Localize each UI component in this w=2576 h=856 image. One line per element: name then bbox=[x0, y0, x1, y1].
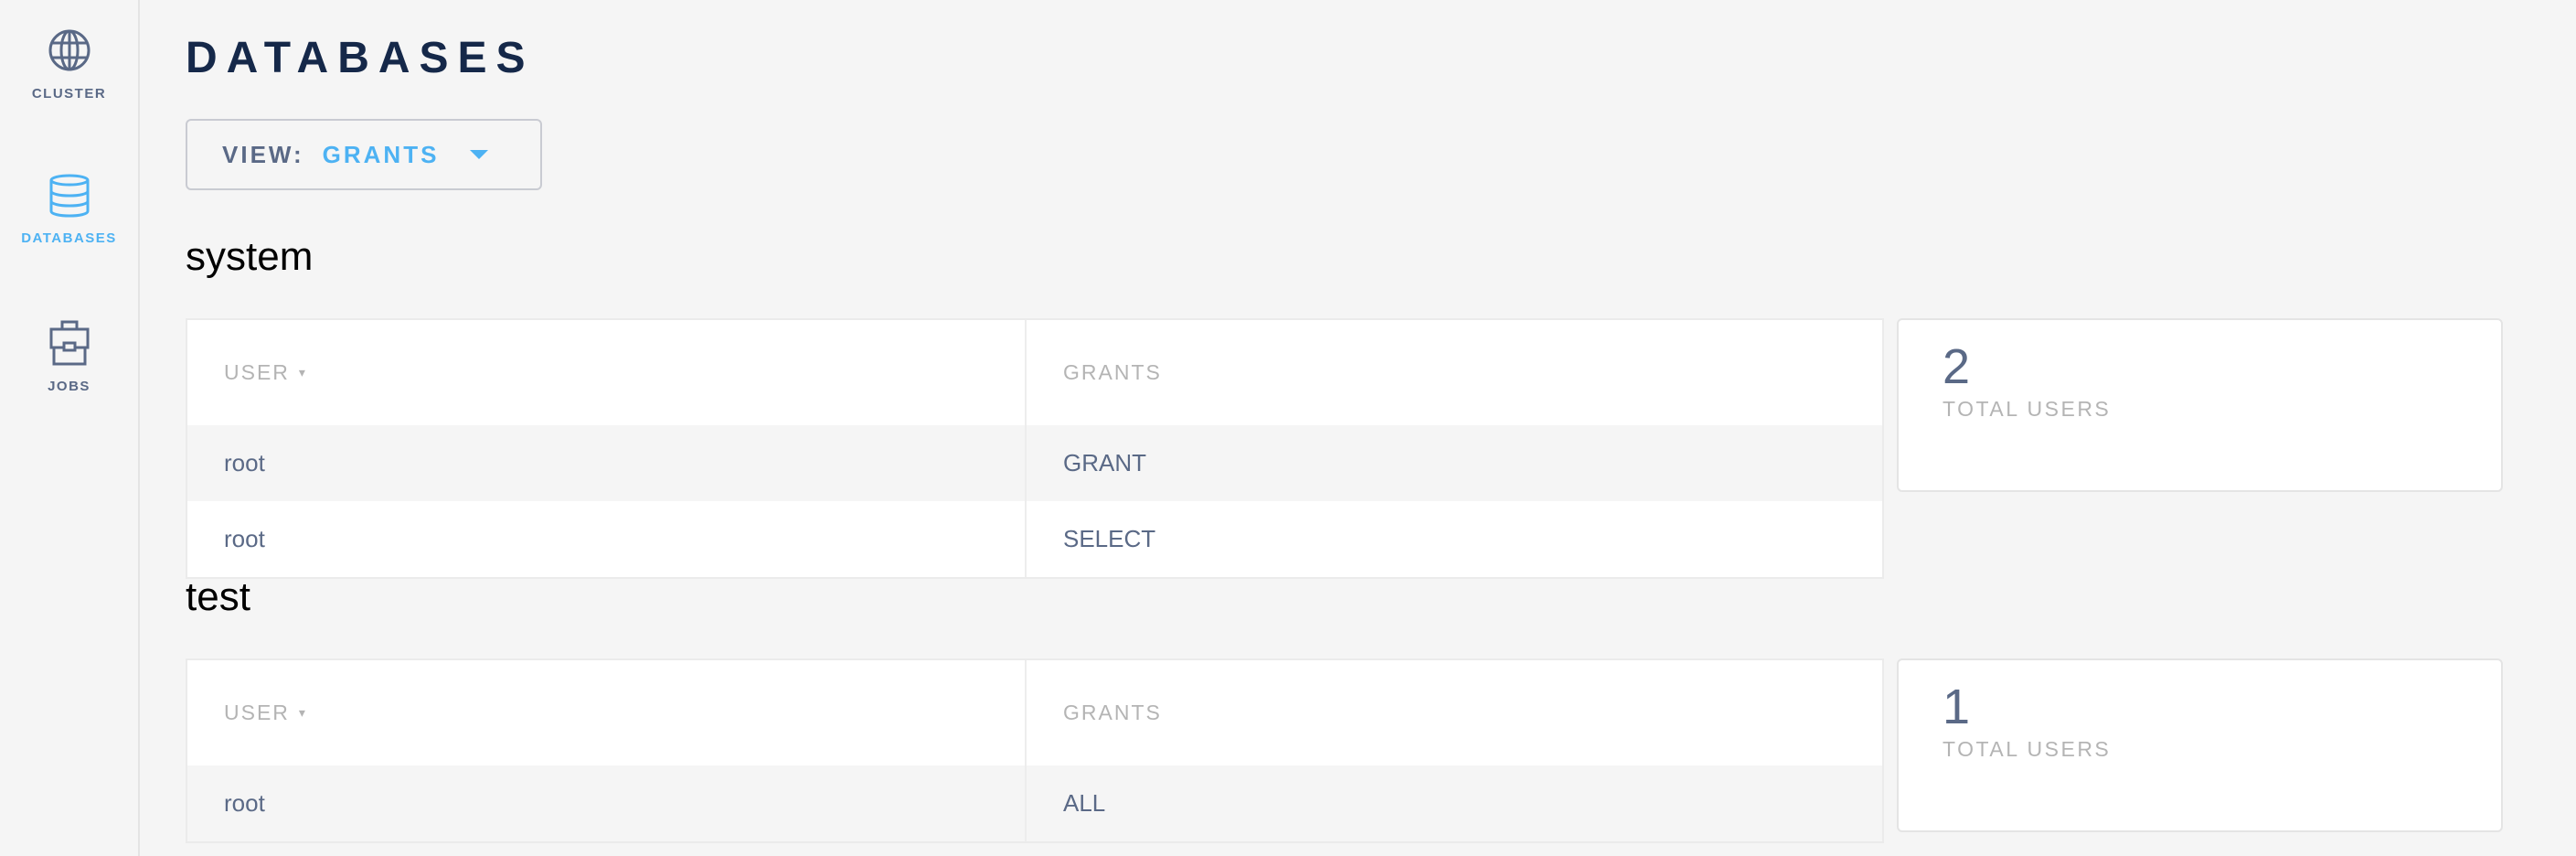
view-label: VIEW: bbox=[222, 140, 304, 168]
grants-table: USER ▾ GRANTS root GRANT root SELECT bbox=[186, 318, 1884, 579]
column-header-grants[interactable]: GRANTS bbox=[1063, 701, 1162, 724]
database-name: test bbox=[186, 574, 250, 619]
table-row: root SELECT bbox=[187, 501, 1882, 577]
view-dropdown[interactable]: VIEW: GRANTS bbox=[186, 119, 542, 190]
total-users-card: 1 TOTAL USERS bbox=[1897, 658, 2503, 832]
table-row: root GRANT bbox=[187, 425, 1882, 501]
column-header-user[interactable]: USER ▾ bbox=[187, 660, 1027, 765]
total-users-label: TOTAL USERS bbox=[1943, 737, 2112, 761]
column-label: USER bbox=[224, 360, 290, 384]
table-header: USER ▾ GRANTS bbox=[187, 320, 1882, 425]
column-header-user[interactable]: USER ▾ bbox=[187, 320, 1027, 425]
sort-down-icon: ▾ bbox=[298, 705, 307, 720]
column-header-grants[interactable]: GRANTS bbox=[1063, 360, 1162, 384]
sort-down-icon: ▾ bbox=[298, 365, 307, 380]
column-label: USER bbox=[224, 701, 290, 724]
database-name: system bbox=[186, 234, 314, 279]
sidebar-item-jobs[interactable]: JOBS bbox=[0, 320, 138, 394]
table-header: USER ▾ GRANTS bbox=[187, 660, 1882, 765]
total-users-count: 2 bbox=[1943, 339, 1971, 394]
user-cell: root bbox=[187, 765, 1027, 841]
sidebar-item-label: JOBS bbox=[48, 379, 90, 394]
user-cell: root bbox=[187, 425, 1027, 501]
database-icon bbox=[49, 174, 89, 218]
user-cell: root bbox=[187, 501, 1027, 577]
total-users-count: 1 bbox=[1943, 679, 1971, 734]
sidebar-item-label: CLUSTER bbox=[31, 86, 107, 102]
grant-cell: SELECT bbox=[1063, 525, 1156, 552]
grants-table: USER ▾ GRANTS root ALL bbox=[186, 658, 1884, 843]
caret-down-icon bbox=[470, 150, 489, 159]
sidebar-item-label: DATABASES bbox=[21, 230, 117, 246]
briefcase-icon bbox=[49, 320, 89, 366]
page-title: DATABASES bbox=[186, 34, 535, 82]
sidebar: CLUSTER DATABASES JOBS bbox=[0, 0, 140, 856]
table-row: root ALL bbox=[187, 765, 1882, 841]
total-users-card: 2 TOTAL USERS bbox=[1897, 318, 2503, 492]
grant-cell: GRANT bbox=[1063, 449, 1146, 476]
view-value: GRANTS bbox=[322, 140, 440, 168]
sidebar-item-cluster[interactable]: CLUSTER bbox=[0, 27, 138, 102]
total-users-label: TOTAL USERS bbox=[1943, 397, 2112, 421]
grant-cell: ALL bbox=[1063, 789, 1106, 817]
sidebar-item-databases[interactable]: DATABASES bbox=[0, 174, 138, 246]
globe-icon bbox=[48, 29, 90, 71]
